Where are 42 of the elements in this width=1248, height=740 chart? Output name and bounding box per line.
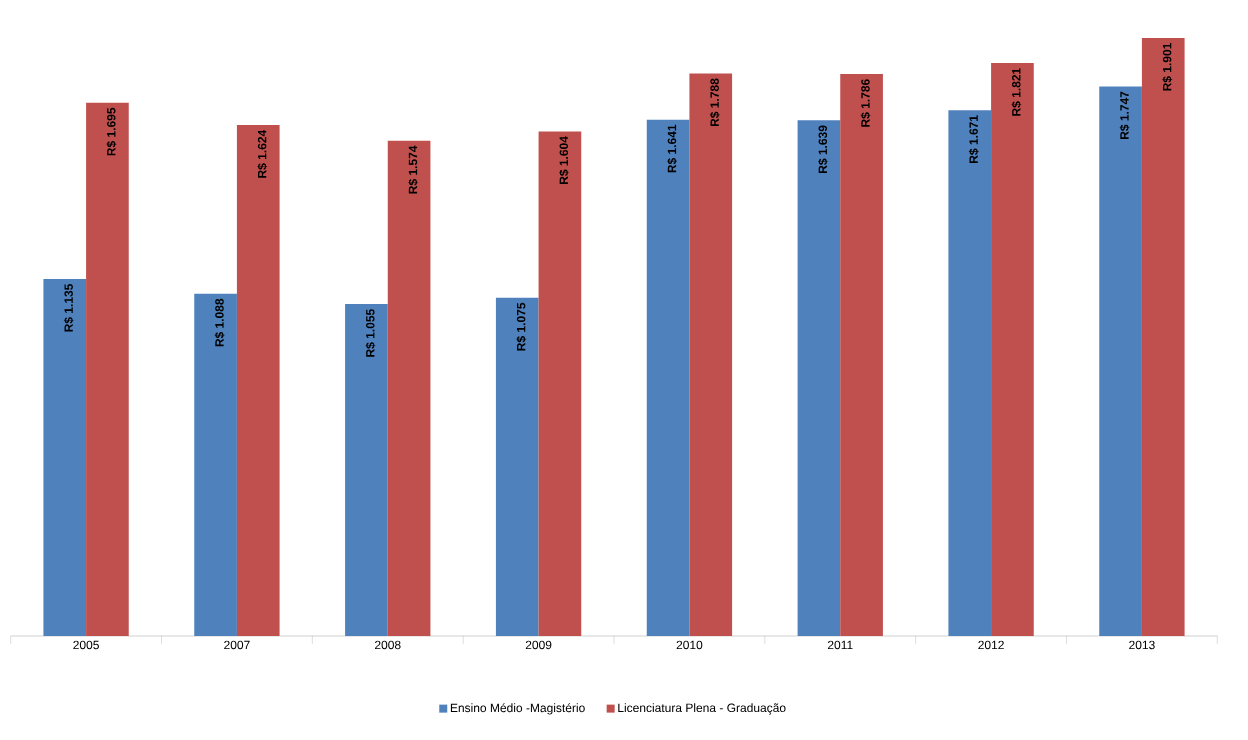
data-label: R$ 1.788 — [709, 78, 720, 127]
data-label: R$ 1.624 — [257, 129, 268, 178]
data-label: R$ 1.075 — [516, 302, 527, 351]
bar — [1141, 37, 1185, 636]
x-tick-label: 2011 — [827, 640, 853, 650]
data-label: R$ 1.671 — [968, 115, 979, 163]
data-label: R$ 1.901 — [1162, 43, 1173, 91]
data-label: R$ 1.786 — [860, 79, 871, 127]
bar — [948, 110, 992, 636]
x-tick-label: 2013 — [1129, 640, 1155, 650]
bar — [991, 63, 1034, 636]
data-label: R$ 1.055 — [365, 309, 376, 357]
x-tick-label: 2010 — [676, 640, 703, 650]
bar — [194, 293, 237, 636]
bar — [646, 119, 690, 636]
data-label: R$ 1.821 — [1011, 68, 1022, 116]
x-tick-label: 2008 — [375, 640, 401, 650]
bar — [345, 304, 388, 636]
legend-label: Ensino Médio -Magistério — [450, 703, 585, 715]
data-label: R$ 1.747 — [1119, 91, 1130, 140]
legend-label: Licenciatura Plena - Graduação — [618, 703, 786, 715]
bar — [495, 297, 539, 636]
bar — [1099, 86, 1142, 636]
bar — [797, 120, 841, 636]
bar — [43, 278, 87, 636]
data-label: R$ 1.574 — [408, 145, 418, 194]
data-label: R$ 1.641 — [667, 124, 677, 173]
data-label: R$ 1.639 — [818, 125, 828, 173]
data-label: R$ 1.135 — [63, 283, 74, 332]
data-label: R$ 1.088 — [214, 298, 225, 347]
x-tick-label: 2007 — [224, 640, 250, 650]
bar — [86, 102, 129, 636]
bar — [387, 140, 431, 636]
data-label: R$ 1.695 — [106, 107, 117, 156]
x-tick-label: 2009 — [525, 640, 552, 650]
bar — [840, 74, 883, 636]
bar — [689, 73, 733, 636]
bar — [538, 131, 582, 636]
data-label: R$ 1.604 — [559, 136, 569, 184]
x-tick-label: 2005 — [73, 640, 99, 650]
x-tick-label: 2012 — [978, 640, 1004, 650]
bar — [236, 125, 280, 636]
